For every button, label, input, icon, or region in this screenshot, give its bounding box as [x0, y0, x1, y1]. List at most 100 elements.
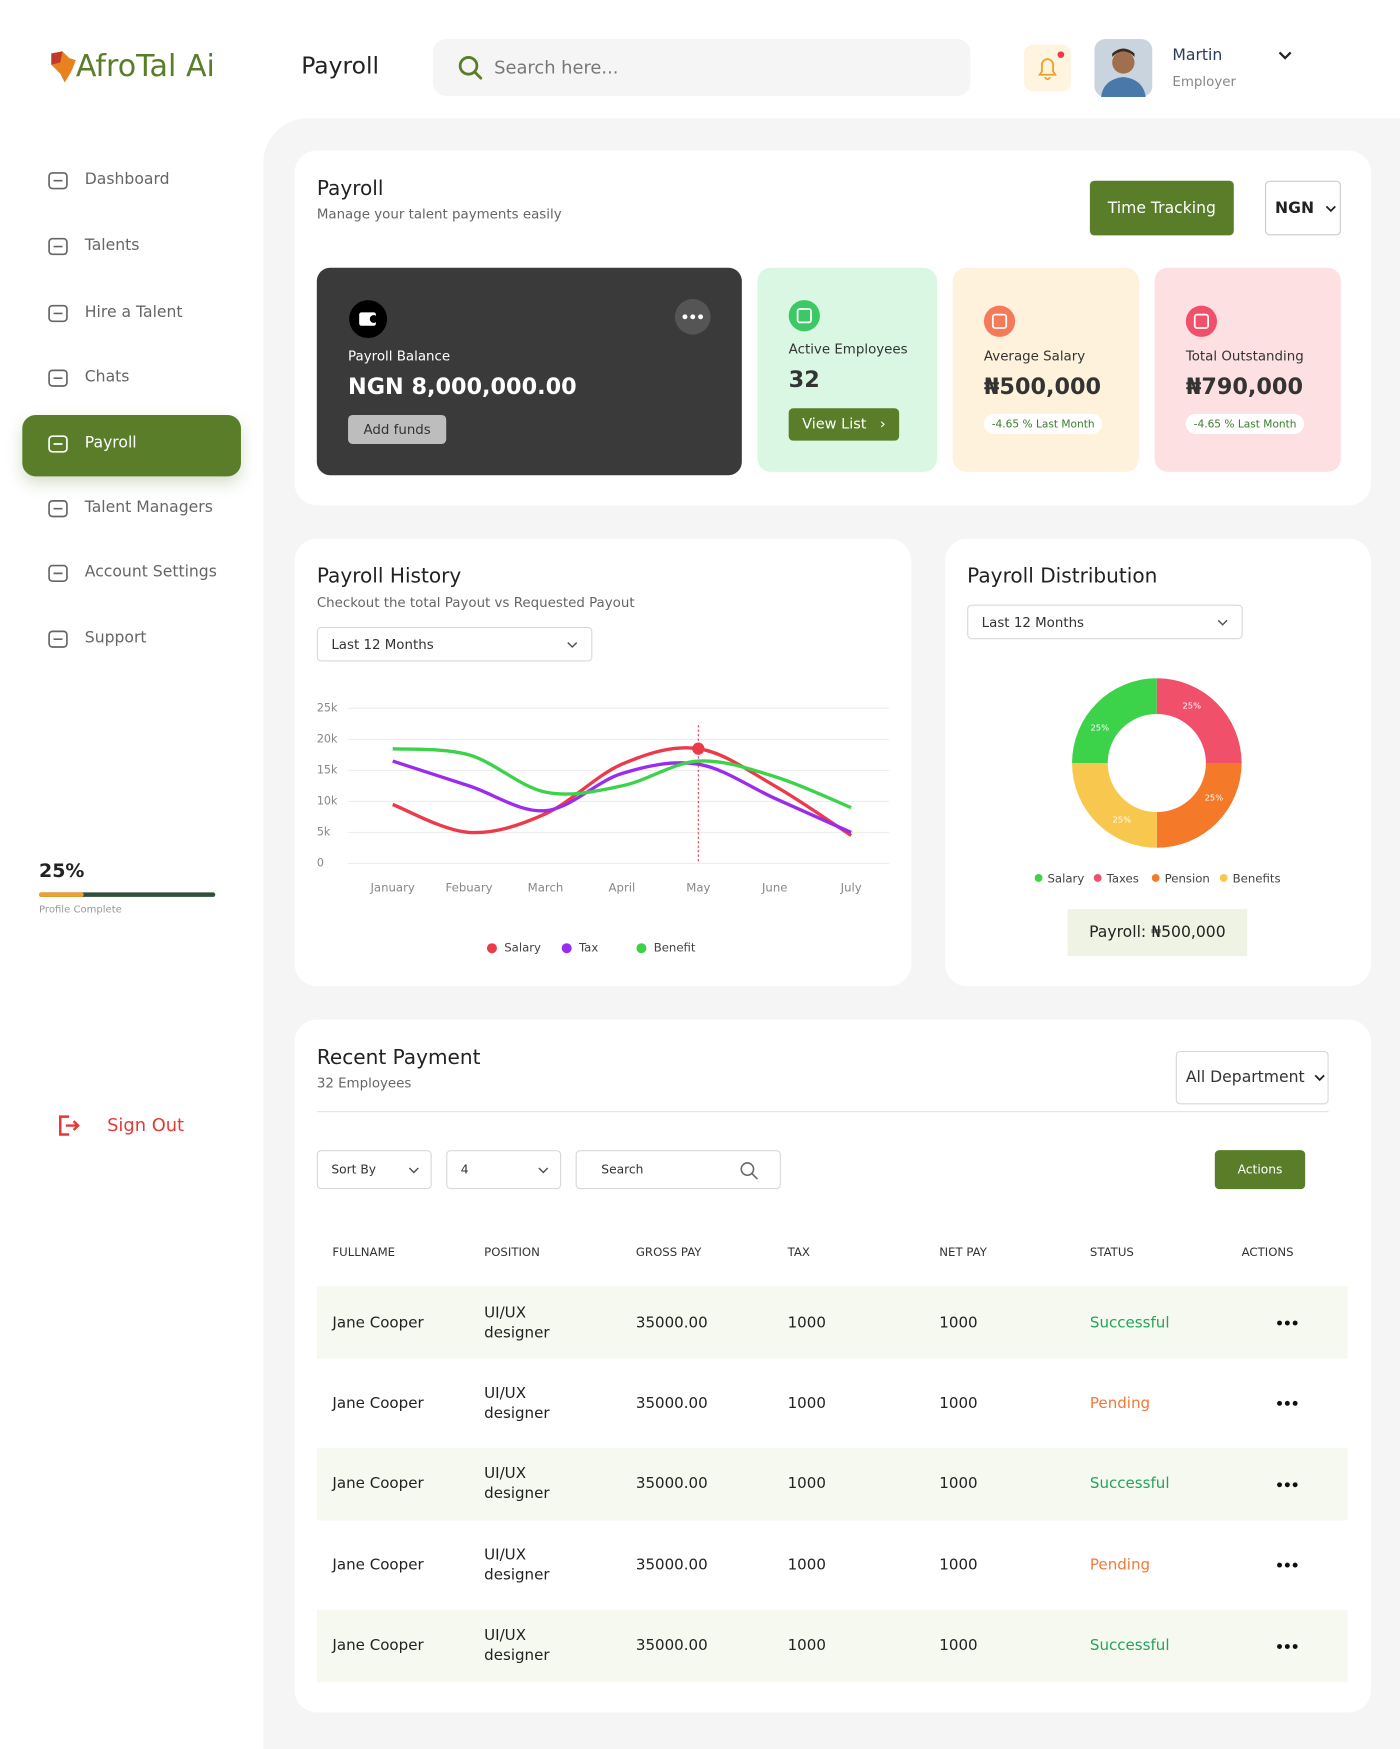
column-header: GROSS PAY: [635, 1246, 702, 1260]
nav-icon-shape: [48, 172, 68, 190]
distribution-title: Payroll Distribution: [967, 564, 1158, 588]
sign-out[interactable]: Sign Out: [107, 1114, 185, 1136]
stat-value: ₦790,000: [1185, 372, 1303, 400]
table-row: Jane Cooper UI/UX designer 35000.00 1000 100…: [316, 1447, 1348, 1521]
view-list-button[interactable]: View List ›: [788, 408, 900, 441]
table-cell: Pending: [1089, 1555, 1151, 1574]
nav-item[interactable]: Talent Managers: [84, 498, 213, 517]
nav-icon-shape: [48, 435, 68, 453]
user-menu-chevron[interactable]: [1277, 49, 1293, 62]
table-cell: 1000: [939, 1313, 978, 1332]
table-cell: Jane Cooper: [332, 1313, 424, 1332]
nav-item[interactable]: Chats: [84, 368, 130, 386]
column-header: ACTIONS: [1241, 1246, 1294, 1260]
dot: [1277, 1643, 1282, 1649]
balance-card: Payroll Balance NGN 8,000,000.00 Add fun…: [316, 267, 742, 476]
dot: [1292, 1401, 1298, 1407]
table-cell: 1000: [939, 1394, 978, 1413]
dot: [1284, 1562, 1290, 1568]
progress-fill: [39, 892, 84, 897]
add-funds-button[interactable]: Add funds: [348, 414, 447, 444]
search-box[interactable]: Search here...: [432, 39, 971, 96]
distribution-filter[interactable]: Last 12 Months: [967, 604, 1243, 640]
sort-select[interactable]: Sort By: [316, 1150, 432, 1190]
row-actions[interactable]: [1275, 1642, 1300, 1651]
dot: [1292, 1482, 1298, 1488]
nav-icon-shape: [48, 237, 68, 256]
stat-icon-glyph: [991, 313, 1008, 329]
dot: [1292, 1643, 1298, 1649]
search-icon: [740, 1162, 759, 1180]
nav-item[interactable]: Payroll: [84, 433, 137, 452]
balance-label: Payroll Balance: [348, 348, 451, 364]
chevron: [1217, 619, 1228, 626]
row-actions[interactable]: [1275, 1399, 1300, 1408]
payments-card: [294, 1019, 1371, 1713]
sidebar: Dashboard Talents Hire a Talent Chats Payrol…: [0, 0, 263, 1749]
table-cell: Successful: [1089, 1475, 1170, 1493]
table-cell: UI/UX designer: [484, 1465, 550, 1503]
stat-change: -4.65 % Last Month: [1185, 413, 1305, 434]
stat-icon-circle: [788, 300, 820, 332]
nav-item[interactable]: Support: [84, 629, 147, 648]
history-filter[interactable]: Last 12 Months: [316, 626, 593, 662]
stat-card: Total Outstanding ₦790,000 -4.65 % Last Mo…: [1154, 267, 1341, 472]
row-actions[interactable]: [1275, 1319, 1300, 1328]
notification-button[interactable]: [1024, 44, 1071, 92]
stat-icon: [788, 300, 820, 332]
stat-label: Average Salary: [983, 348, 1086, 364]
table-cell: 1000: [939, 1555, 978, 1574]
sign-out-icon: [59, 1115, 80, 1136]
currency: NGN: [1275, 199, 1315, 217]
row-actions[interactable]: [1275, 1561, 1300, 1570]
payments-title: Recent Payment: [316, 1046, 481, 1070]
table-cell: Jane Cooper: [332, 1636, 424, 1655]
table-row: Jane Cooper UI/UX designer 35000.00 1000 100…: [317, 1367, 1348, 1440]
nav-icon-shape: [48, 630, 68, 648]
progress-track: [39, 892, 216, 897]
dot: [1277, 1320, 1282, 1326]
nav-icon-shape: [48, 500, 68, 518]
nav-item[interactable]: Hire a Talent: [84, 303, 183, 322]
nav-icon: [48, 369, 68, 387]
row-actions[interactable]: [1275, 1480, 1300, 1489]
column-header: TAX: [787, 1246, 810, 1260]
column-header: STATUS: [1089, 1246, 1134, 1260]
table-row: Jane Cooper UI/UX designer 35000.00 1000 100…: [316, 1286, 1348, 1359]
table-search[interactable]: Search: [575, 1150, 781, 1190]
search-text: Search: [601, 1162, 644, 1177]
time-tracking-button[interactable]: Time Tracking: [1089, 180, 1234, 236]
logo: AfroTal Ai: [75, 49, 215, 84]
nav-active-bg: [22, 414, 241, 477]
column-header: FULLNAME: [332, 1246, 396, 1260]
avatar[interactable]: [1094, 39, 1153, 98]
actions-button[interactable]: Actions: [1214, 1150, 1306, 1190]
dot: [1277, 1482, 1282, 1488]
stat-icon-glyph: [1193, 313, 1210, 329]
wallet-icon: [349, 300, 388, 339]
nav-item[interactable]: Dashboard: [84, 170, 170, 189]
stat-icon: [1185, 305, 1218, 337]
table-cell: 1000: [939, 1636, 978, 1655]
nav-icon-shape: [48, 369, 68, 387]
table-row: Jane Cooper UI/UX designer 35000.00 1000 100…: [316, 1609, 1348, 1682]
sort: Sort By: [331, 1162, 377, 1177]
page-size-select[interactable]: 4: [446, 1150, 562, 1190]
nav-item[interactable]: Account Settings: [84, 563, 217, 582]
nav-icon-shape: [48, 304, 68, 323]
nav-item[interactable]: Talents: [84, 236, 140, 255]
table-cell: 1000: [787, 1394, 826, 1413]
page-title: Payroll: [301, 52, 379, 80]
dot: [1292, 1562, 1298, 1568]
nav-icon: [48, 237, 68, 256]
more-button[interactable]: [674, 298, 712, 337]
divider: [316, 1111, 1329, 1113]
nav-icon: [48, 172, 68, 190]
column-header: NET PAY: [939, 1246, 987, 1260]
table-cell: Jane Cooper: [332, 1475, 424, 1493]
currency-select[interactable]: NGN: [1265, 180, 1341, 236]
table-cell: 35000.00: [635, 1394, 708, 1413]
table-cell: UI/UX designer: [484, 1626, 550, 1665]
department-select[interactable]: All Department: [1175, 1050, 1329, 1105]
